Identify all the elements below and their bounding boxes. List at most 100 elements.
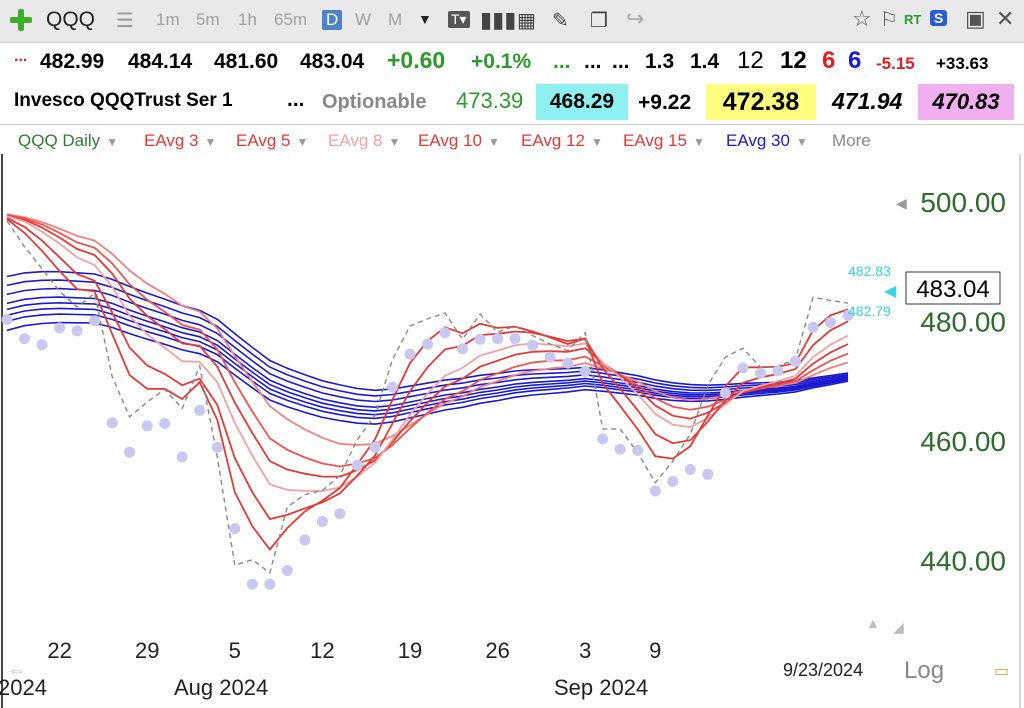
quote-change: +0.60	[387, 47, 446, 73]
dot-marker	[457, 343, 468, 355]
add-symbol-icon[interactable]	[10, 9, 32, 31]
quote2-q1: 473.39	[456, 88, 524, 113]
period-1h[interactable]: 1h	[238, 10, 257, 29]
scan-icon[interactable]: S	[930, 10, 948, 26]
text-icon[interactable]: T▾	[448, 11, 470, 28]
dot-marker	[509, 333, 521, 345]
x-tick-label: 29	[135, 638, 159, 663]
dot-marker	[684, 464, 696, 475]
band-label-bottom: 482.79	[848, 303, 891, 319]
list-icon[interactable]: ☰	[116, 10, 134, 32]
studies-legend: QQQ Daily ▼ EAvg 3 ▼ EAvg 5 ▼ EAvg 8 ▼ EAvg …	[0, 124, 1024, 155]
dot-marker	[124, 446, 136, 458]
settings-icon[interactable]: ▭	[994, 663, 1009, 680]
security-name: Invesco QQQTrust Ser 1	[14, 90, 233, 111]
quote-v2: 1.4	[690, 50, 720, 73]
optionable-label: Optionable	[322, 91, 427, 113]
dot-marker	[597, 433, 609, 445]
study-eavg-3[interactable]: EAvg 3 ▼	[144, 131, 217, 150]
quote-dots-1: ...	[553, 50, 571, 73]
study-eavg-10[interactable]: EAvg 10 ▼	[418, 131, 500, 150]
ema-line-2	[6, 215, 849, 492]
y-tick-label: 500.00	[920, 187, 1006, 218]
dot-marker	[667, 475, 679, 487]
quote-v6: 6	[848, 47, 862, 74]
ema-line-5	[6, 213, 849, 446]
dot-marker	[316, 516, 328, 527]
study-eavg-30[interactable]: EAvg 30 ▼	[726, 131, 808, 150]
period-weekly[interactable]: W	[355, 10, 372, 29]
red-ema-lines	[6, 213, 849, 551]
ema-line-3	[6, 214, 849, 478]
horizontal-resize-icon[interactable]: ⇔	[8, 660, 26, 680]
y-tick-label: 440.00	[920, 545, 1006, 576]
dot-marker	[36, 339, 48, 351]
realtime-icon[interactable]: RT	[904, 12, 922, 27]
price-line-group	[6, 220, 849, 574]
log-toggle[interactable]: Log	[904, 657, 944, 684]
dot-marker	[89, 315, 101, 327]
band-label-top: 482.83	[848, 263, 891, 279]
dot-marker	[474, 333, 486, 345]
dot-marker	[772, 365, 784, 377]
quote-change-pct: +0.1%	[471, 50, 532, 73]
bar-chart-icon[interactable]: ▮▮▮	[480, 7, 517, 32]
y-tick-label: 480.00	[920, 306, 1006, 337]
toolbar: QQQ ☰ 1m 5m 1h 65m D W M ▼ T▾ ▮▮▮ ▦ ✎ ❐ …	[0, 0, 1024, 43]
period-daily[interactable]: D	[322, 10, 343, 30]
dot-marker	[404, 348, 416, 360]
x-tick-label: 5	[229, 638, 241, 663]
save-icon[interactable]: ▣	[965, 6, 986, 31]
dot-marker	[246, 578, 258, 590]
quote2-q6: 470.83	[918, 84, 1014, 120]
dot-marker	[439, 327, 451, 339]
collapse-icon[interactable]: ◢	[893, 619, 904, 635]
window-icon[interactable]: ❐	[590, 10, 608, 32]
quote2-q5: 471.94	[832, 88, 903, 114]
close-icon[interactable]: ✕	[996, 6, 1015, 31]
share-icon[interactable]: ↪	[626, 6, 645, 31]
dot-marker	[351, 459, 363, 471]
symbol-field[interactable]: QQQ	[46, 8, 96, 31]
quote-v8: +33.63	[936, 54, 989, 73]
period-65m[interactable]: 65m	[274, 10, 308, 29]
dot-marker	[54, 322, 66, 334]
quote2-q3: +9.22	[638, 91, 692, 114]
blue-ema-line-7	[6, 270, 849, 392]
more-button[interactable]: More	[832, 131, 871, 150]
period-1m[interactable]: 1m	[156, 10, 180, 29]
quote2-dots: ...	[287, 88, 305, 111]
quote-low: 481.60	[214, 50, 279, 73]
quote2-q2: 468.29	[536, 84, 628, 120]
chevron-down-icon[interactable]: ▼	[418, 11, 432, 27]
dot-marker	[71, 325, 83, 337]
star-icon[interactable]: ☆	[852, 6, 872, 31]
quote-open: 482.99	[40, 50, 105, 73]
dot-marker	[544, 351, 556, 363]
dot-marker	[369, 441, 381, 453]
study-eavg-8[interactable]: EAvg 8 ▼	[328, 131, 401, 150]
study-qqq-daily[interactable]: QQQ Daily ▼	[18, 131, 119, 150]
blue-ema-line-2	[6, 307, 849, 416]
study-eavg-5[interactable]: EAvg 5 ▼	[236, 131, 309, 150]
month-label-aug: Aug 2024	[174, 675, 268, 700]
flag-icon[interactable]: ⚐	[880, 9, 898, 31]
study-eavg-15[interactable]: EAvg 15 ▼	[623, 131, 705, 150]
dot-marker	[194, 404, 206, 416]
scroll-up-icon[interactable]: ▲	[866, 615, 880, 631]
last-price-label: 483.04	[916, 276, 989, 303]
dot-marker	[211, 441, 223, 453]
quote-high: 484.14	[128, 50, 193, 73]
period-5m[interactable]: 5m	[196, 10, 220, 29]
study-eavg-12[interactable]: EAvg 12 ▼	[521, 131, 603, 150]
dot-marker	[141, 420, 153, 432]
dot-marker	[299, 534, 311, 546]
quote-v1: 1.3	[645, 50, 675, 73]
grid-icon[interactable]: ▦	[517, 10, 536, 32]
period-monthly[interactable]: M	[388, 10, 403, 29]
pencil-icon[interactable]: ✎	[552, 10, 569, 32]
dot-marker	[632, 444, 644, 456]
dot-marker	[719, 387, 731, 399]
dot-marker	[702, 468, 714, 480]
